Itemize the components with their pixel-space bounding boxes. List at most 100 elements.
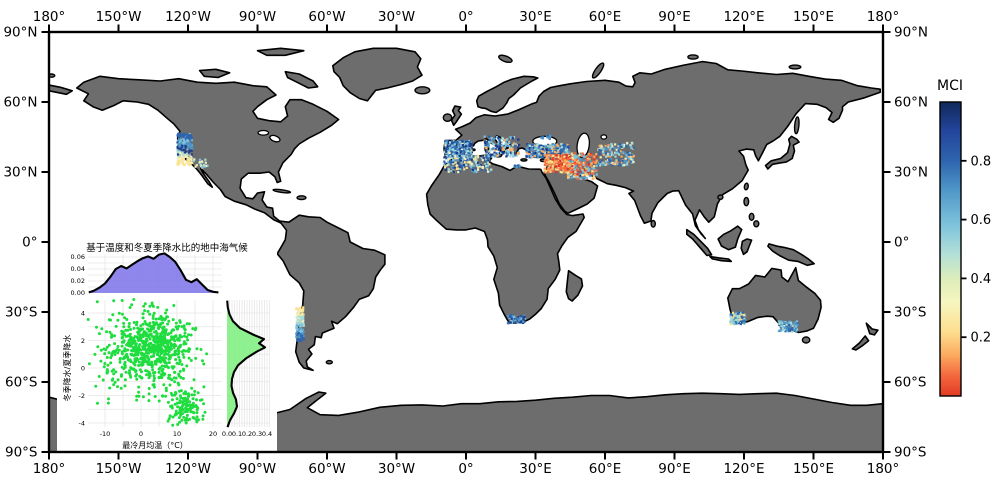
climate-pixel (176, 139, 179, 142)
climate-pixel (477, 163, 480, 166)
climate-pixel (606, 148, 609, 151)
scatter-point (135, 320, 139, 324)
climate-pixel (626, 156, 629, 159)
climate-pixel (549, 166, 552, 169)
top-density-curve (88, 252, 219, 294)
climate-pixel (621, 143, 624, 146)
scatter-point (158, 366, 162, 370)
scatter-point (149, 327, 153, 331)
climate-pixel (456, 141, 459, 144)
climate-pixel (740, 320, 743, 323)
scatter-point (120, 335, 124, 339)
climate-pixel (546, 151, 549, 154)
inset-density-tick-label: 0.3 (252, 430, 262, 438)
climate-pixel (472, 171, 475, 174)
climate-pixel (486, 170, 490, 173)
climate-pixel (510, 319, 513, 323)
climate-pixel (555, 170, 558, 173)
scatter-point (137, 327, 141, 331)
climate-pixel (528, 147, 531, 150)
climate-pixel (515, 165, 518, 168)
climate-pixel (535, 155, 538, 158)
scatter-point (195, 408, 199, 412)
climate-pixel (477, 154, 480, 157)
climate-pixel (614, 163, 617, 166)
climate-pixel (565, 154, 568, 157)
island (801, 336, 811, 344)
climate-pixel (512, 142, 515, 145)
climate-pixel (185, 136, 188, 139)
climate-pixel (540, 136, 543, 139)
scatter-points (86, 298, 209, 427)
climate-pixel (301, 320, 304, 323)
climate-pixel (562, 158, 565, 161)
climate-pixel (533, 154, 536, 157)
scatter-point (184, 421, 188, 425)
climate-pixel (183, 141, 187, 144)
lon-tick-label-bottom: 0° (458, 461, 473, 477)
scatter-point (125, 352, 129, 356)
climate-pixel (616, 152, 619, 155)
climate-pixel (620, 155, 623, 158)
climate-pixel (598, 149, 601, 152)
climate-pixel (602, 163, 605, 166)
climate-pixel (562, 148, 565, 151)
climate-pixel (444, 145, 447, 148)
climate-pixel (485, 166, 488, 170)
climate-pixel (505, 155, 508, 158)
scatter-point (140, 363, 144, 367)
climate-pixel (506, 144, 509, 147)
climate-pixel (468, 151, 472, 154)
climate-pixel (300, 323, 303, 326)
scatter-point (166, 400, 170, 404)
climate-pixel (625, 162, 628, 165)
climate-pixel (520, 317, 523, 320)
climate-pixel (176, 149, 179, 152)
climate-pixel (578, 165, 581, 168)
climate-pixel (199, 161, 202, 164)
climate-pixel (537, 145, 540, 148)
scatter-point (171, 353, 174, 357)
scatter-point (177, 374, 181, 378)
scatter-point (145, 338, 148, 341)
climate-pixel (743, 317, 746, 320)
climate-pixel (547, 158, 550, 161)
climate-pixel (488, 149, 491, 152)
climate-pixel (544, 144, 547, 147)
climate-pixel (187, 156, 190, 160)
lon-tick-label-bottom: 180° (867, 461, 900, 477)
climate-pixel (567, 168, 570, 171)
lat-tick-label-left: 30°N (3, 165, 37, 181)
climate-pixel (784, 322, 787, 325)
climate-pixel (559, 162, 562, 166)
climate-pixel (458, 145, 461, 148)
climate-pixel (790, 321, 793, 324)
scatter-point (160, 369, 164, 373)
climate-pixel (732, 320, 735, 323)
lon-tick-label-top: 150°E (793, 9, 834, 25)
scatter-point (187, 356, 191, 360)
scatter-point (167, 417, 171, 421)
climate-pixel (176, 153, 180, 156)
climate-pixel (297, 323, 300, 326)
climate-pixel (298, 308, 301, 311)
climate-pixel (521, 321, 524, 324)
climate-pixel (444, 168, 447, 171)
lat-tick-label-left: 90°N (3, 25, 37, 41)
climate-pixel (179, 139, 182, 142)
scatter-point (128, 359, 132, 363)
climate-pixel (472, 155, 475, 158)
scatter-point (144, 348, 148, 352)
climate-pixel (587, 173, 590, 176)
climate-pixel (573, 175, 576, 178)
climate-pixel (599, 162, 602, 165)
climate-pixel (546, 144, 550, 147)
climate-pixel (499, 141, 502, 144)
climate-pixel (506, 152, 509, 155)
climate-pixel (559, 151, 562, 155)
climate-pixel (585, 176, 588, 179)
lon-tick-label-bottom: 150°W (96, 461, 142, 477)
climate-pixel (575, 158, 578, 161)
climate-pixel (463, 168, 466, 171)
